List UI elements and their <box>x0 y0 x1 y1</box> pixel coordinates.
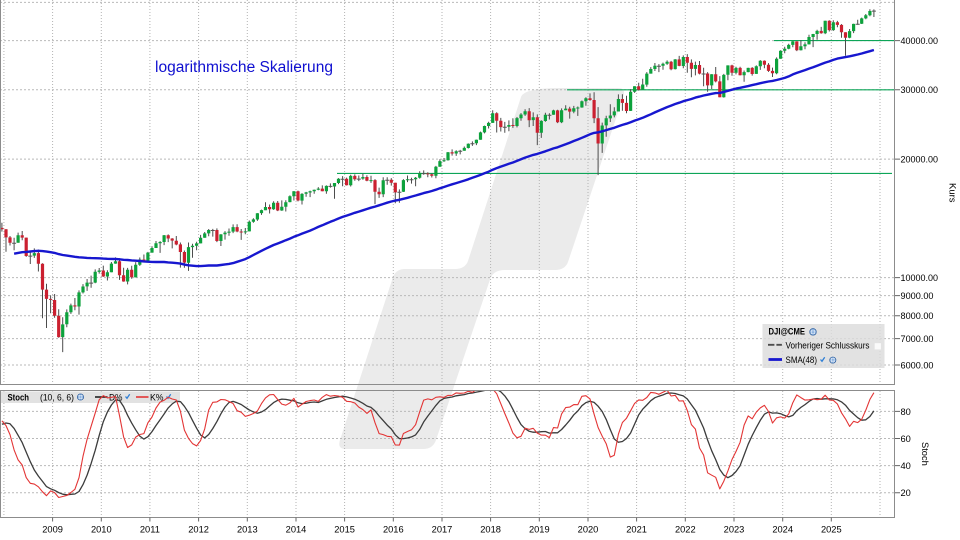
svg-text:2023: 2023 <box>724 525 745 535</box>
svg-text:2014: 2014 <box>286 525 307 535</box>
svg-text:60: 60 <box>901 434 911 444</box>
svg-text:K%: K% <box>150 393 164 403</box>
svg-text:Vorheriger Schlusskurs: Vorheriger Schlusskurs <box>786 341 870 351</box>
svg-text:10000.00: 10000.00 <box>901 273 939 283</box>
svg-text:2015: 2015 <box>334 525 355 535</box>
svg-text:7000.00: 7000.00 <box>901 334 934 344</box>
svg-text:40: 40 <box>901 461 911 471</box>
svg-text:2018: 2018 <box>480 525 501 535</box>
svg-text:Stoch: Stoch <box>8 393 30 403</box>
svg-text:2010: 2010 <box>91 525 112 535</box>
svg-text:2025: 2025 <box>821 525 842 535</box>
svg-text:SMA(48): SMA(48) <box>786 355 818 365</box>
svg-text:2022: 2022 <box>675 525 696 535</box>
svg-text:DJI@CME: DJI@CME <box>769 327 806 337</box>
svg-text:2016: 2016 <box>383 525 404 535</box>
svg-text:2011: 2011 <box>140 525 160 535</box>
svg-text:20: 20 <box>901 488 911 498</box>
svg-text:2013: 2013 <box>237 525 258 535</box>
svg-text:40000.00: 40000.00 <box>901 36 939 46</box>
svg-text:30000.00: 30000.00 <box>901 85 939 95</box>
svg-text:2021: 2021 <box>626 525 647 535</box>
svg-text:2024: 2024 <box>772 525 793 535</box>
svg-text:Stoch: Stoch <box>920 442 930 466</box>
svg-text:20000.00: 20000.00 <box>901 155 939 165</box>
svg-text:2017: 2017 <box>432 525 453 535</box>
svg-text:6000.00: 6000.00 <box>901 360 934 370</box>
svg-text:9000.00: 9000.00 <box>901 291 934 301</box>
svg-text:Kurs: Kurs <box>947 183 958 203</box>
svg-text:2020: 2020 <box>578 525 599 535</box>
svg-text:logarithmische Skalierung: logarithmische Skalierung <box>155 59 333 76</box>
svg-text:2019: 2019 <box>529 525 550 535</box>
svg-text:2012: 2012 <box>188 525 209 535</box>
svg-text:8000.00: 8000.00 <box>901 311 934 321</box>
svg-text:(10, 6, 6): (10, 6, 6) <box>40 393 74 403</box>
svg-text:2009: 2009 <box>42 525 63 535</box>
svg-text:80: 80 <box>901 407 911 417</box>
